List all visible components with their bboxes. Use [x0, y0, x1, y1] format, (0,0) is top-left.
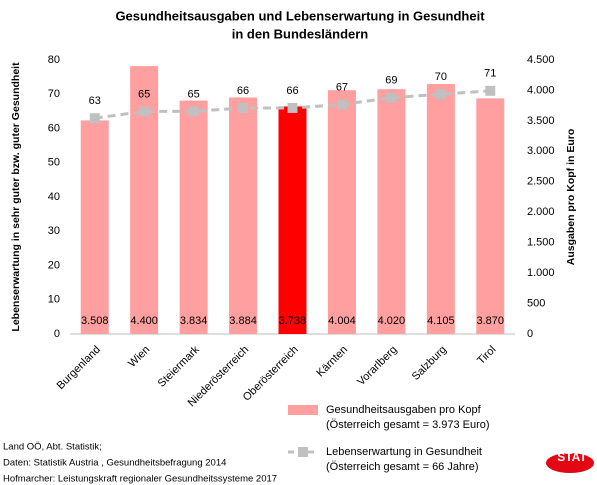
x-tick-label: Steiermark — [156, 343, 202, 389]
bar-value-label: 3.870 — [477, 315, 505, 327]
line-marker — [188, 106, 199, 117]
x-tick-label: Vorarlberg — [355, 344, 399, 388]
bar-value-label: 3.738 — [279, 315, 307, 327]
x-tick-label: Burgenland — [55, 344, 103, 392]
line-value-label: 66 — [237, 85, 249, 97]
line-marker — [89, 113, 100, 124]
logo-shape — [546, 453, 594, 473]
bar — [377, 89, 406, 334]
bar-value-label: 3.834 — [180, 315, 208, 327]
x-tick-label: Tirol — [475, 344, 498, 367]
line-value-label: 66 — [286, 85, 298, 97]
y-tick-label: 10 — [48, 294, 60, 306]
line-value-label: 70 — [435, 71, 447, 83]
y2-tick-label: 3.500 — [527, 115, 555, 127]
line-marker — [386, 92, 397, 103]
y2-tick-label: 500 — [527, 297, 545, 309]
legend-label: Gesundheitsausgaben pro Kopf — [326, 404, 482, 416]
y2-tick-label: 4.500 — [527, 54, 555, 66]
y2-tick-label: 1.500 — [527, 237, 555, 249]
bar — [426, 84, 455, 334]
y-tick-label: 80 — [48, 54, 60, 66]
bar-value-label: 4.105 — [427, 315, 455, 327]
bar — [80, 120, 109, 334]
y2-tick-label: 0 — [527, 328, 533, 340]
bar-value-label: 4.400 — [130, 315, 158, 327]
y2-tick-label: 4.000 — [527, 84, 555, 96]
y-tick-label: 0 — [54, 328, 60, 340]
bar-value-label: 3.884 — [229, 315, 257, 327]
line-marker — [336, 99, 347, 110]
legend-note: (Österreich gesamt = 3.973 Euro) — [326, 419, 490, 431]
source-text: Hofmarcher: Leistungskraft regionaler Ge… — [3, 474, 277, 485]
logo: STAT — [546, 450, 594, 473]
source-text: Daten: Statistik Austria , Gesundheitsbe… — [3, 458, 226, 469]
line-value-label: 69 — [385, 75, 397, 87]
y-tick-label: 40 — [48, 191, 60, 203]
chart-title: Gesundheitsausgaben und Lebenserwartung … — [115, 8, 485, 23]
line-marker — [287, 102, 298, 113]
y-axis-title: Lebenserwartung in sehr guter bzw. guter… — [10, 62, 22, 332]
line-marker — [238, 102, 249, 113]
x-tick-label: Kärnten — [314, 344, 350, 380]
legend-label: Lebenserwartung in Gesundheit — [326, 446, 482, 458]
bar-value-label: 3.508 — [81, 315, 109, 327]
x-tick-label: Wien — [126, 344, 152, 370]
bar-value-label: 4.004 — [328, 315, 356, 327]
y2-tick-label: 2.500 — [527, 176, 555, 188]
bar — [327, 90, 356, 334]
y2-tick-label: 1.000 — [527, 267, 555, 279]
bar — [130, 66, 159, 334]
line-value-label: 65 — [138, 88, 150, 100]
line-marker — [435, 89, 446, 100]
line-marker — [139, 106, 150, 117]
legend-swatch — [298, 447, 308, 457]
x-tick-label: Salzburg — [410, 344, 449, 383]
bar — [179, 100, 208, 334]
line-value-label: 65 — [187, 88, 199, 100]
y2-tick-label: 2.000 — [527, 206, 555, 218]
y-tick-label: 30 — [48, 225, 60, 237]
bar — [278, 106, 307, 334]
line-value-label: 67 — [336, 81, 348, 93]
y-tick-label: 50 — [48, 157, 60, 169]
chart-title: in den Bundesländern — [232, 26, 369, 41]
source-text: Land OÖ, Abt. Statistik; — [3, 442, 102, 453]
y2-axis-title: Ausgaben pro Kopf in Euro — [565, 129, 577, 266]
line-marker — [485, 85, 496, 96]
bar-value-label: 4.020 — [378, 315, 406, 327]
bar — [229, 97, 258, 334]
line-value-label: 71 — [484, 68, 496, 80]
line-value-label: 63 — [89, 95, 101, 107]
y-tick-label: 60 — [48, 122, 60, 134]
logo-text: STAT — [557, 450, 587, 464]
legend-note: (Österreich gesamt = 66 Jahre) — [326, 461, 479, 473]
legend-swatch — [288, 405, 318, 415]
y2-tick-label: 3.000 — [527, 145, 555, 157]
y-tick-label: 70 — [48, 88, 60, 100]
y-tick-label: 20 — [48, 259, 60, 271]
bar — [476, 98, 505, 334]
